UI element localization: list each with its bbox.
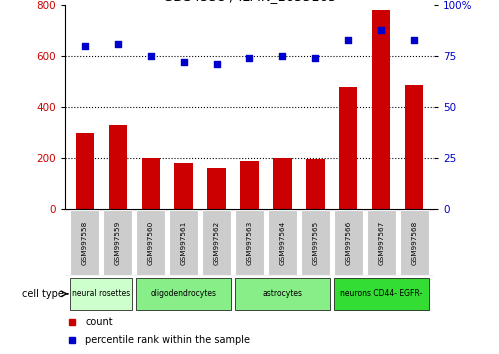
Text: GSM997562: GSM997562 [214,220,220,265]
Text: neural rosettes: neural rosettes [72,289,130,298]
Bar [333,210,363,275]
Text: GSM997563: GSM997563 [247,220,252,265]
Point [147,53,155,59]
Text: percentile rank within the sample: percentile rank within the sample [85,335,250,344]
Bar [208,168,226,209]
Point [344,37,352,43]
Point [114,41,122,47]
Text: oligodendrocytes: oligodendrocytes [151,289,217,298]
Bar [175,163,193,209]
Text: neurons CD44- EGFR-: neurons CD44- EGFR- [340,289,423,298]
Text: astrocytes: astrocytes [262,289,302,298]
Bar [300,210,330,275]
Bar [75,132,94,209]
Bar [339,87,357,209]
Text: GSM997560: GSM997560 [148,220,154,265]
Bar [235,210,264,275]
Point [410,37,418,43]
Bar [367,210,396,275]
Bar [400,210,429,275]
Bar [70,278,132,310]
Bar [136,210,166,275]
Point [81,43,89,49]
Bar [142,158,160,209]
Text: cell type: cell type [22,289,64,299]
Text: GSM997561: GSM997561 [181,220,187,265]
Bar [70,210,99,275]
Bar [235,278,330,310]
Bar [169,210,199,275]
Point [246,55,253,61]
Text: GSM997558: GSM997558 [82,220,88,265]
Bar [136,278,232,310]
Bar [405,85,424,209]
Text: GSM997567: GSM997567 [378,220,384,265]
Bar [333,278,429,310]
Bar [267,210,297,275]
Bar [241,160,258,209]
Bar [103,210,132,275]
Point [213,62,221,67]
Text: GSM997559: GSM997559 [115,220,121,265]
Bar [202,210,232,275]
Text: GSM997565: GSM997565 [312,220,318,265]
Point [278,53,286,59]
Text: GSM997566: GSM997566 [345,220,351,265]
Text: GSM997568: GSM997568 [411,220,417,265]
Text: count: count [85,318,113,327]
Bar [273,158,291,209]
Title: GDS4538 / ILMN_1655165: GDS4538 / ILMN_1655165 [163,0,336,3]
Point [311,55,319,61]
Point [377,27,385,33]
Text: GSM997564: GSM997564 [279,220,285,265]
Bar [372,10,390,209]
Point [180,59,188,65]
Bar [109,125,127,209]
Bar [306,159,324,209]
